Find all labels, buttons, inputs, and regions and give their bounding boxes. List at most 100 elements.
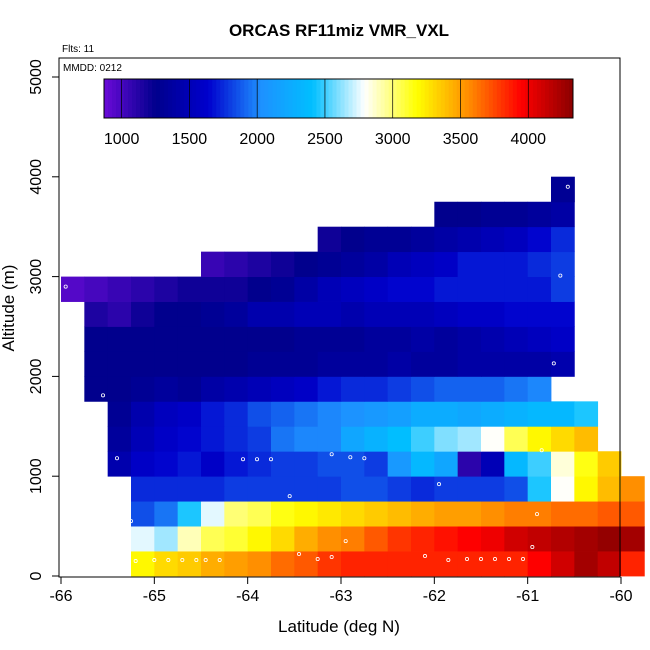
colorbar-swatch [488, 79, 494, 118]
heatmap-cell [201, 326, 225, 352]
colorbar-swatch [116, 79, 121, 118]
heatmap-cell [457, 451, 482, 477]
heatmap-cell [504, 301, 529, 327]
heatmap-cell [177, 276, 202, 302]
heatmap-cell [457, 226, 482, 253]
x-tick-label: -60 [609, 588, 632, 605]
heatmap-cell [364, 251, 389, 277]
colorbar-swatch [292, 79, 297, 118]
heatmap-cell [527, 276, 552, 302]
heatmap-cell [224, 251, 249, 277]
heatmap-cell [481, 226, 505, 253]
flight-point [77, 331, 82, 336]
heatmap-cells [61, 176, 645, 577]
x-tick-label: -66 [49, 588, 72, 605]
heatmap-cell [504, 201, 529, 228]
heatmap-cell [107, 376, 132, 402]
heatmap-cell [551, 351, 575, 377]
heatmap-cell [411, 451, 435, 477]
heatmap-cell [621, 476, 645, 502]
colorbar-swatch [472, 79, 478, 118]
colorbar-swatch [496, 79, 502, 118]
colorbar-swatch [260, 79, 265, 118]
flight-point [506, 557, 511, 562]
heatmap-cell [131, 401, 155, 427]
colorbar-swatch [456, 79, 462, 118]
heatmap-cell [551, 526, 575, 552]
colorbar-swatch [236, 79, 241, 118]
colorbar-tick-label: 3000 [375, 131, 411, 148]
heatmap-cell [481, 276, 505, 302]
colorbar-swatch [536, 79, 542, 118]
heatmap-cell [177, 476, 202, 502]
colorbar-swatch [436, 79, 442, 118]
heatmap-cell [574, 426, 599, 452]
colorbar-swatch [212, 79, 217, 118]
heatmap-cell [294, 526, 319, 552]
colorbar-swatch [168, 79, 173, 118]
heatmap-cell [457, 401, 482, 427]
colorbar-swatch [300, 79, 305, 118]
colorbar-swatch [188, 79, 193, 118]
colorbar-swatch [120, 79, 125, 118]
colorbar-swatch [248, 79, 253, 118]
colorbar-swatch [220, 79, 225, 118]
colorbar-swatch [524, 79, 530, 118]
y-tick-label: 4000 [28, 159, 45, 195]
heatmap-cell [387, 501, 412, 527]
heatmap-cell [504, 276, 529, 302]
colorbar-swatch [548, 79, 554, 118]
flight-point [268, 457, 273, 462]
heatmap-cell [341, 476, 365, 502]
heatmap-cell [411, 501, 435, 527]
heatmap-cell [294, 351, 319, 377]
colorbar-swatch [280, 79, 285, 118]
heatmap-cell [387, 226, 412, 253]
heatmap-cell [247, 426, 272, 452]
colorbar-swatch [356, 79, 362, 118]
colorbar-swatch [452, 79, 458, 118]
heatmap-cell [457, 351, 482, 377]
heatmap-cell [341, 401, 365, 427]
colorbar-swatch [532, 79, 538, 118]
heatmap-cell [154, 426, 179, 452]
heatmap-cell [154, 376, 179, 402]
flight-point [565, 184, 570, 189]
heatmap-cell [177, 376, 202, 402]
x-tick-label: -64 [236, 588, 259, 605]
colorbar-swatch [288, 79, 293, 118]
heatmap-cell [271, 326, 295, 352]
heatmap-cell [481, 526, 505, 552]
heatmap-cell [481, 501, 505, 527]
heatmap-cell [387, 301, 412, 327]
heatmap-cell [224, 451, 249, 477]
heatmap-cell [481, 351, 505, 377]
heatmap-cell [201, 451, 225, 477]
heatmap-cell [131, 376, 155, 402]
heatmap-cell [271, 351, 295, 377]
colorbar-swatch [136, 79, 141, 118]
heatmap-cell [317, 251, 342, 277]
heatmap-cell [527, 551, 552, 577]
heatmap-cell [201, 376, 225, 402]
colorbar-swatch [344, 79, 350, 118]
heatmap-cell [201, 476, 225, 502]
heatmap-cell [434, 226, 459, 253]
heatmap-cell [434, 326, 459, 352]
flight-point [530, 545, 535, 550]
flight-point [535, 512, 540, 517]
colorbar-swatch [160, 79, 165, 118]
heatmap-cell [317, 376, 342, 402]
heatmap-cell [504, 526, 529, 552]
heatmap-cell [527, 351, 552, 377]
heatmap-cell [574, 551, 599, 577]
heatmap-cell [201, 301, 225, 327]
colorbar-swatch [144, 79, 149, 118]
colorbar-swatch [204, 79, 209, 118]
heatmap-cell [247, 401, 272, 427]
heatmap-cell [434, 301, 459, 327]
heatmap-cell [271, 526, 295, 552]
colorbar-swatch [376, 79, 382, 118]
colorbar-swatch [480, 79, 486, 118]
